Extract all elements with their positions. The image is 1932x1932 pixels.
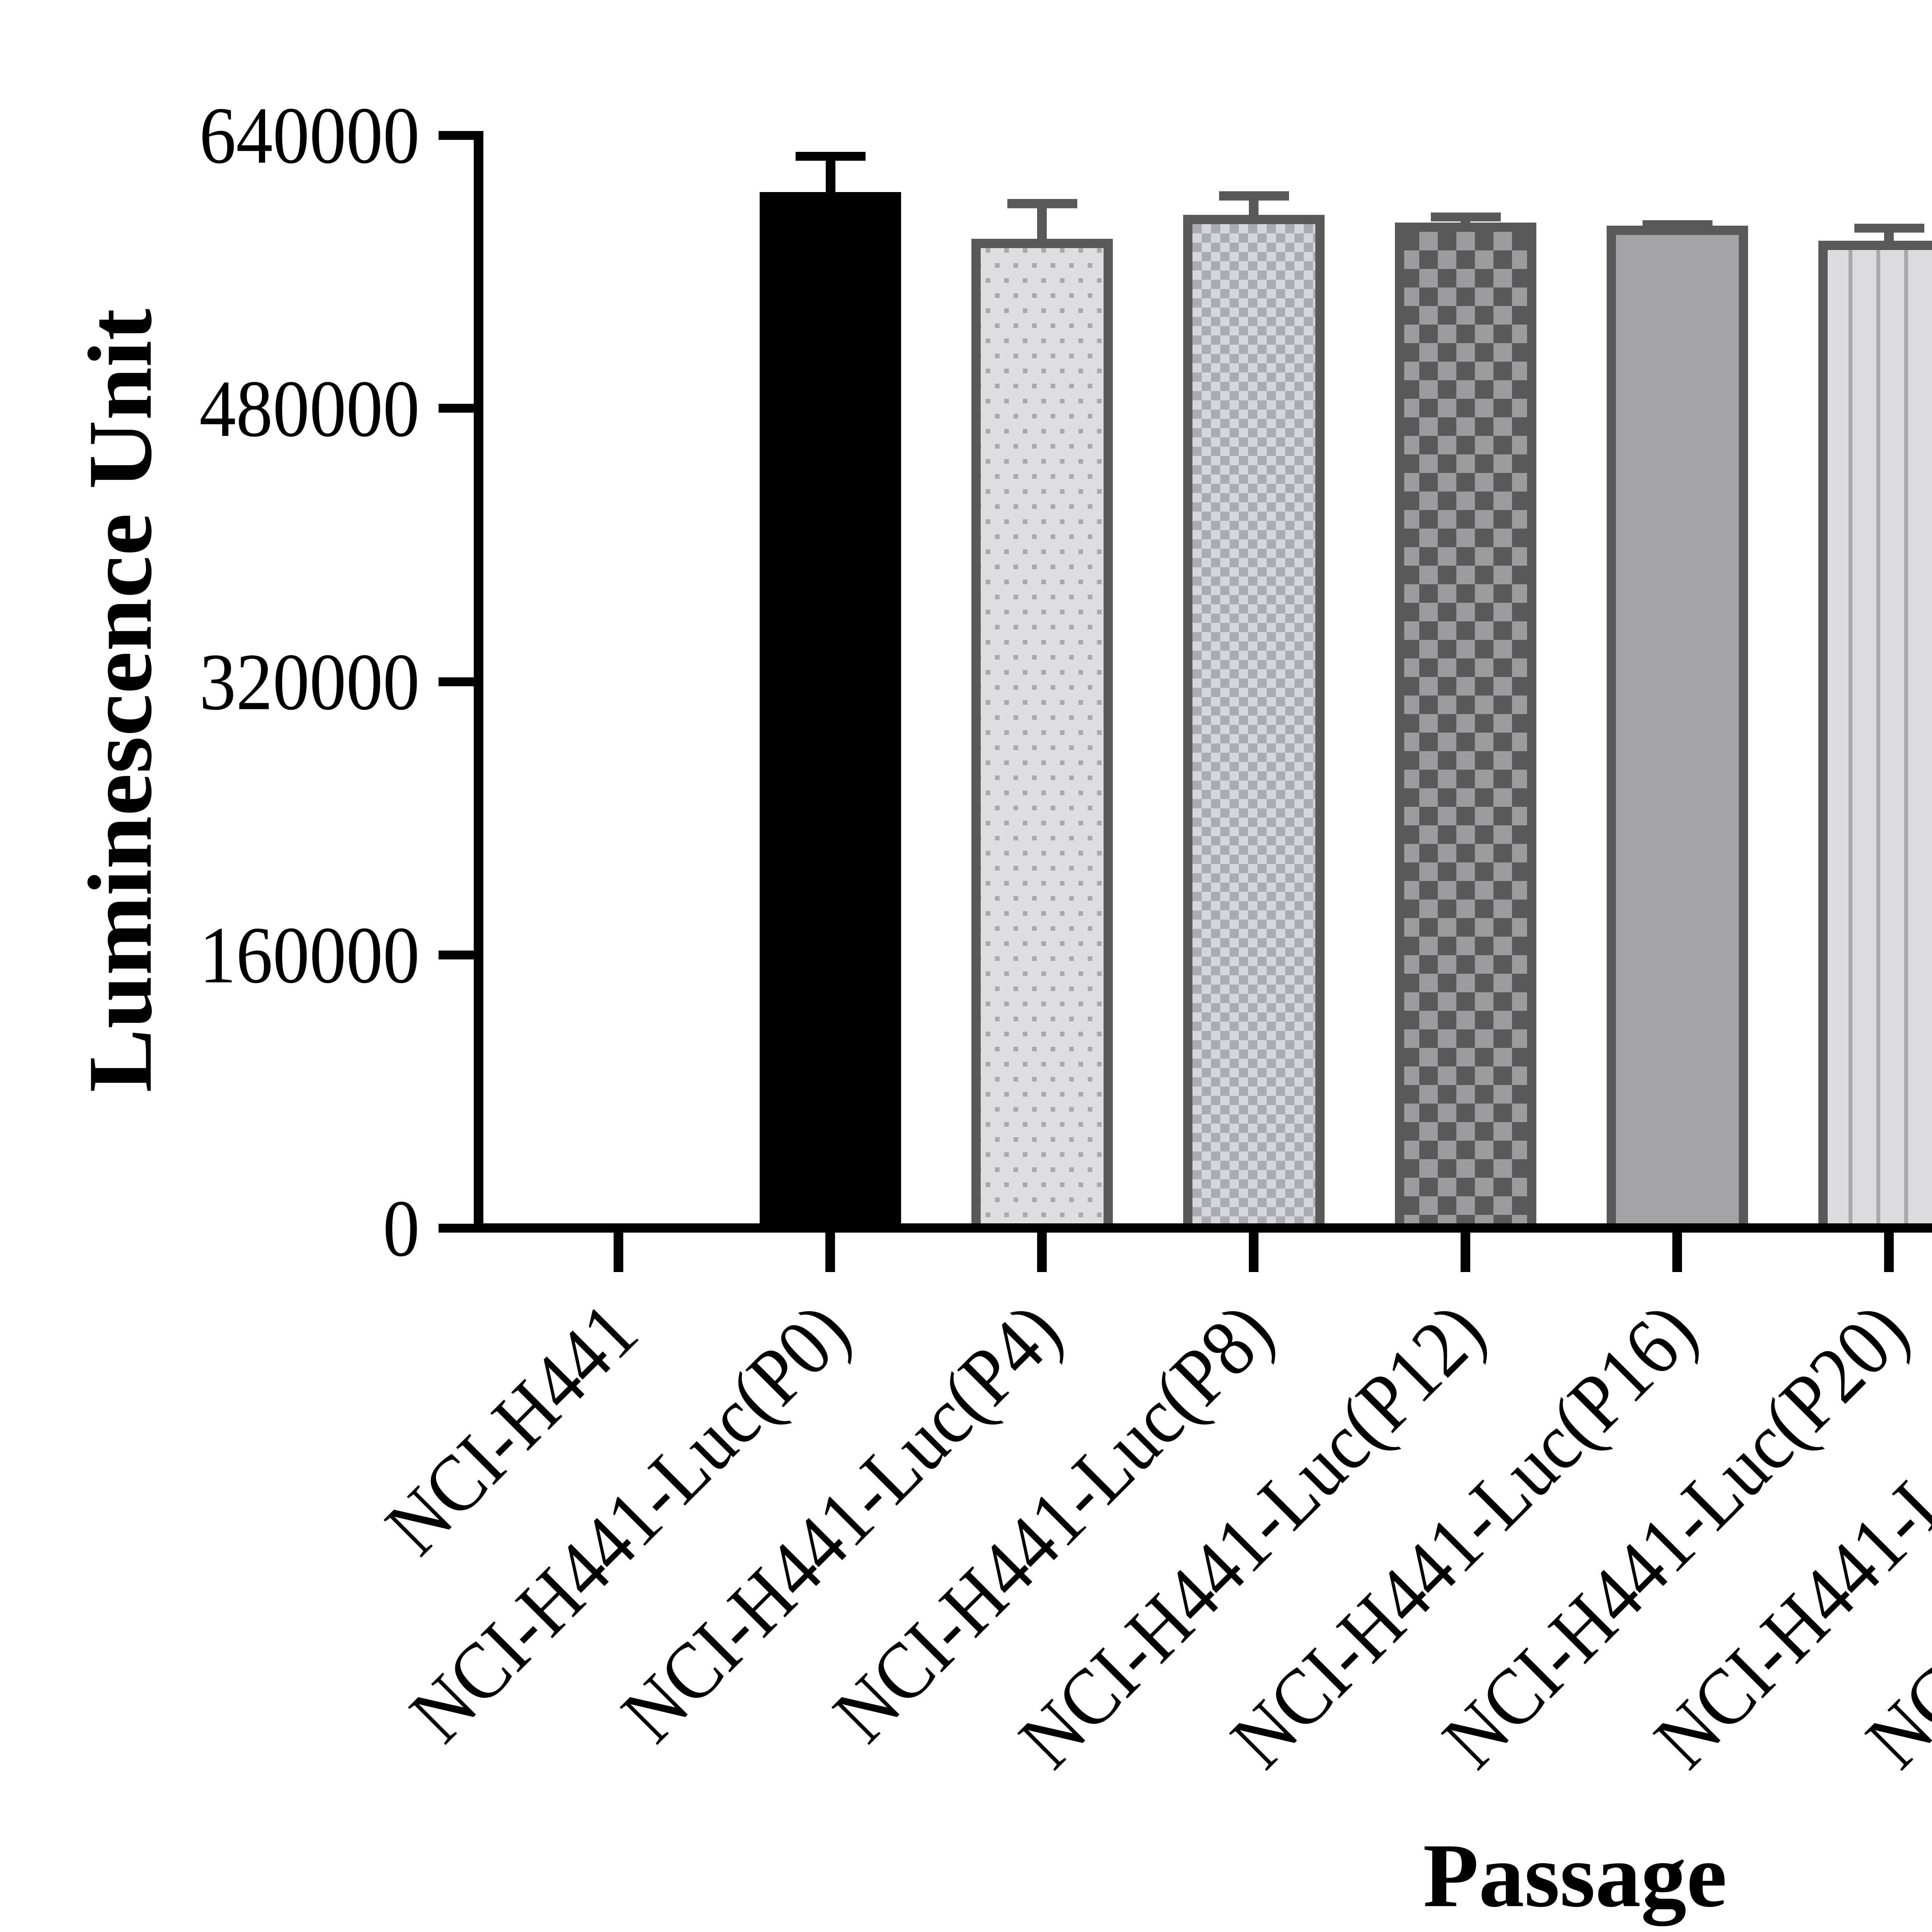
svg-text:320000: 320000 — [199, 638, 420, 727]
svg-text:Luminescence Unit: Luminescence Unit — [70, 309, 171, 1092]
svg-text:640000: 640000 — [199, 91, 420, 180]
svg-text:160000: 160000 — [199, 911, 420, 1000]
svg-text:0: 0 — [383, 1184, 420, 1274]
svg-text:480000: 480000 — [199, 364, 420, 454]
svg-text:Passage: Passage — [1423, 1825, 1727, 1926]
